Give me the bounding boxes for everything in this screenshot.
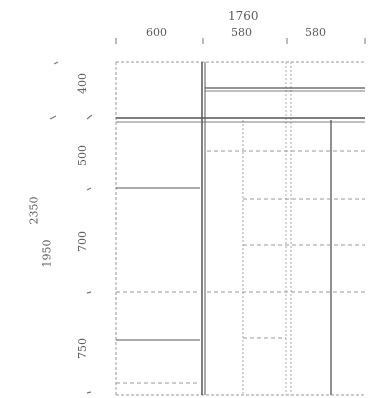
left-tick-6	[86, 391, 92, 394]
left-tick-1	[53, 61, 59, 65]
left-tick-3	[86, 114, 93, 120]
left-dimension-ticks	[49, 61, 93, 394]
total-height-label-2: 1950	[40, 239, 54, 268]
left-tick-2	[49, 115, 57, 120]
total-height-label-1: 2350	[27, 196, 41, 225]
vertical-guides	[242, 62, 292, 395]
row-height-label-4: 750	[76, 338, 89, 359]
horizontal-rails	[116, 87, 365, 341]
left-tick-4	[86, 187, 92, 191]
top-dimension-ticks	[115, 38, 366, 44]
left-tick-5	[86, 291, 92, 294]
column-width-label-1: 600	[146, 26, 167, 39]
column-width-label-2: 580	[231, 26, 252, 39]
row-height-label-3: 700	[76, 231, 89, 252]
outer-frame	[115, 61, 365, 396]
row-height-label-2: 500	[76, 145, 89, 166]
total-width-label: 1760	[228, 9, 259, 23]
column-width-label-3: 580	[305, 26, 326, 39]
row-height-label-1: 400	[76, 73, 89, 94]
shelf-lines	[116, 150, 365, 384]
vertical-posts	[201, 62, 332, 395]
